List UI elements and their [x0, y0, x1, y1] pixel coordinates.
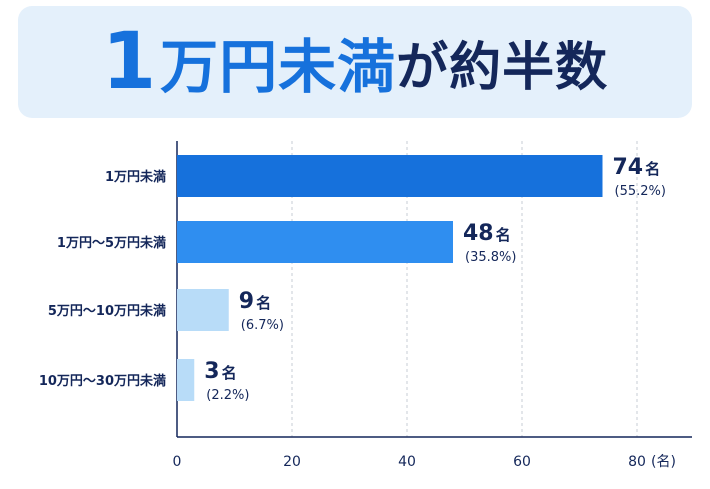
data-label-unit: 名 [222, 364, 237, 382]
x-axis-unit: (名) [651, 454, 676, 470]
data-label-unit: 名 [256, 294, 271, 312]
x-tick-label: 80 [628, 454, 646, 470]
data-label-value: 48 [463, 221, 494, 246]
data-label-unit: 名 [645, 160, 660, 178]
category-label: 1万円未満 [105, 169, 166, 185]
percent-label: (6.7%) [241, 318, 284, 333]
data-label-unit: 名 [496, 226, 511, 244]
x-tick-label: 60 [513, 454, 531, 470]
category-label: 1万円〜5万円未満 [57, 235, 166, 251]
x-tick-label: 40 [398, 454, 416, 470]
x-tick-label: 0 [173, 454, 182, 470]
percent-label: (35.8%) [465, 250, 516, 265]
data-label: 48 名 [463, 221, 511, 246]
bar [177, 289, 229, 331]
data-label: 74 名 [613, 155, 661, 180]
data-label-value: 9 [239, 289, 254, 314]
bar [177, 155, 603, 197]
category-label: 10万円〜30万円未満 [39, 373, 166, 389]
chart-title: 1 万円未満 が約半数 [18, 6, 692, 118]
data-label-value: 3 [204, 359, 219, 384]
title-banner: 1 万円未満 が約半数 [18, 6, 692, 118]
data-label-value: 74 [613, 155, 644, 180]
category-label: 5万円〜10万円未満 [48, 303, 166, 319]
bar [177, 221, 453, 263]
title-emphasis: 万円未満 [160, 33, 397, 101]
title-number: 1 [101, 17, 157, 107]
x-tick-label: 20 [283, 454, 301, 470]
percent-label: (2.2%) [206, 388, 249, 403]
percent-label: (55.2%) [615, 184, 666, 199]
bar [177, 359, 195, 401]
title-rest: が約半数 [396, 37, 609, 98]
